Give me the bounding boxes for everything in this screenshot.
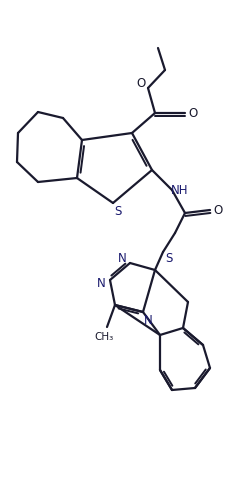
- Text: CH₃: CH₃: [94, 332, 114, 342]
- Text: O: O: [188, 106, 198, 120]
- Text: N: N: [97, 277, 105, 290]
- Text: S: S: [114, 205, 122, 218]
- Text: NH: NH: [171, 184, 189, 196]
- Text: N: N: [118, 251, 126, 264]
- Text: N: N: [144, 313, 152, 327]
- Text: O: O: [213, 204, 223, 216]
- Text: S: S: [165, 251, 173, 264]
- Text: O: O: [136, 76, 146, 89]
